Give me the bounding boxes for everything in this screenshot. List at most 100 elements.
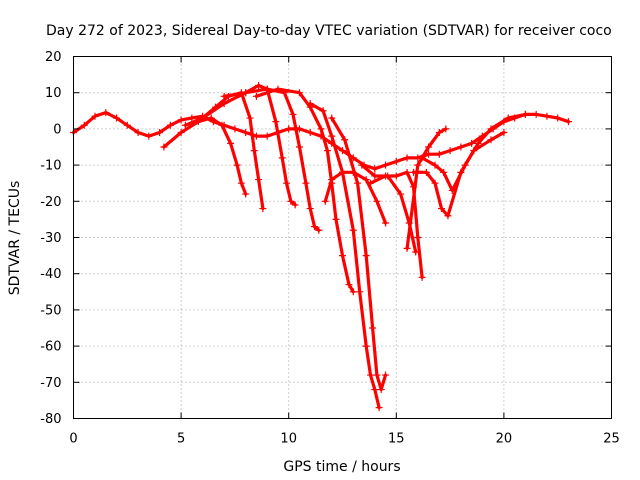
data-point (410, 168, 418, 176)
data-point (403, 244, 411, 252)
data-point (323, 147, 331, 155)
data-point (382, 219, 390, 227)
axis-ticks: 0 5 10 15 20 25 -80 -70 -60 -50 -40 -30 -20 -10 0 10 20 (40, 50, 620, 447)
y-tick-label: 20 (45, 50, 62, 65)
data-point (315, 226, 323, 234)
y-tick-label: -20 (40, 195, 61, 210)
data-point (328, 114, 336, 122)
data-point (437, 205, 445, 213)
data-point (414, 161, 422, 169)
data-point (263, 132, 271, 140)
x-tick-label: 15 (388, 432, 405, 447)
series-arc-9 (321, 168, 390, 227)
data-point (362, 342, 370, 350)
data-point (349, 226, 357, 234)
data-point (504, 114, 512, 122)
data-point (349, 288, 357, 296)
series-line (201, 83, 297, 207)
data-point (418, 154, 426, 162)
data-point (242, 89, 250, 97)
y-axis-label: SDTVAR / TECUs (7, 181, 23, 296)
data-point (311, 223, 319, 231)
data-point (339, 168, 346, 176)
data-point (446, 147, 454, 155)
data-point (341, 136, 349, 144)
data-point (306, 205, 314, 213)
data-point (382, 172, 390, 180)
data-point (521, 110, 529, 118)
data-point (366, 371, 374, 379)
data-point (373, 197, 381, 205)
data-point (233, 161, 241, 169)
series-arc-3 (181, 89, 267, 213)
data-point (414, 234, 422, 241)
series-arc-2 (160, 114, 250, 198)
x-tick-label: 0 (69, 432, 77, 447)
data-point (328, 176, 336, 184)
data-point (422, 168, 430, 176)
y-tick-label: -40 (40, 267, 61, 282)
series-arc-4 (199, 81, 299, 209)
series-line (411, 130, 506, 218)
data-point (403, 154, 411, 162)
series-arc-1 (70, 109, 572, 173)
data-point (382, 371, 390, 379)
data-point (295, 143, 303, 151)
data-point (339, 147, 346, 155)
data-point (306, 100, 314, 108)
series-arc-11 (366, 168, 426, 281)
data-point (435, 150, 443, 158)
data-point (487, 125, 495, 133)
data-point (349, 168, 357, 176)
grid (73, 56, 612, 419)
data-point (134, 129, 142, 137)
data-point (373, 371, 381, 379)
data-point (392, 157, 400, 165)
data-point (291, 201, 299, 209)
data-point (287, 197, 295, 205)
data-point (306, 129, 314, 137)
series-arc-13 (410, 129, 508, 220)
series-line (330, 116, 388, 392)
data-point (177, 129, 185, 137)
data-point (274, 85, 282, 93)
data-point (448, 186, 456, 194)
data-point (332, 215, 340, 223)
data-point (283, 179, 291, 187)
y-tick-label: -60 (40, 340, 61, 355)
series-arc-8 (328, 114, 390, 394)
data-point (425, 150, 433, 158)
data-point (80, 121, 88, 129)
data-point (366, 179, 374, 187)
data-point (252, 92, 260, 100)
data-point (431, 161, 439, 169)
data-point (440, 168, 448, 176)
data-point (375, 404, 383, 412)
data-point (242, 190, 250, 198)
data-point (242, 129, 250, 137)
data-point (444, 212, 452, 220)
data-point (442, 125, 450, 133)
data-point (285, 125, 293, 133)
data-point (345, 281, 353, 289)
series-line (420, 112, 527, 192)
data-point (354, 179, 362, 187)
data-point (255, 81, 263, 89)
data-point (145, 132, 153, 140)
data-point (371, 165, 379, 173)
data-point (199, 114, 207, 122)
data-point (382, 161, 390, 169)
data-point (259, 205, 267, 213)
y-tick-label: -10 (40, 159, 61, 174)
y-tick-label: 0 (53, 122, 61, 137)
data-point (321, 197, 329, 205)
data-point (231, 125, 239, 133)
data-point (160, 143, 168, 151)
data-point (339, 252, 346, 260)
data-point (487, 136, 495, 144)
y-tick-label: -70 (40, 376, 61, 391)
data-point (474, 139, 482, 147)
data-point (377, 386, 385, 394)
data-point (543, 112, 551, 120)
